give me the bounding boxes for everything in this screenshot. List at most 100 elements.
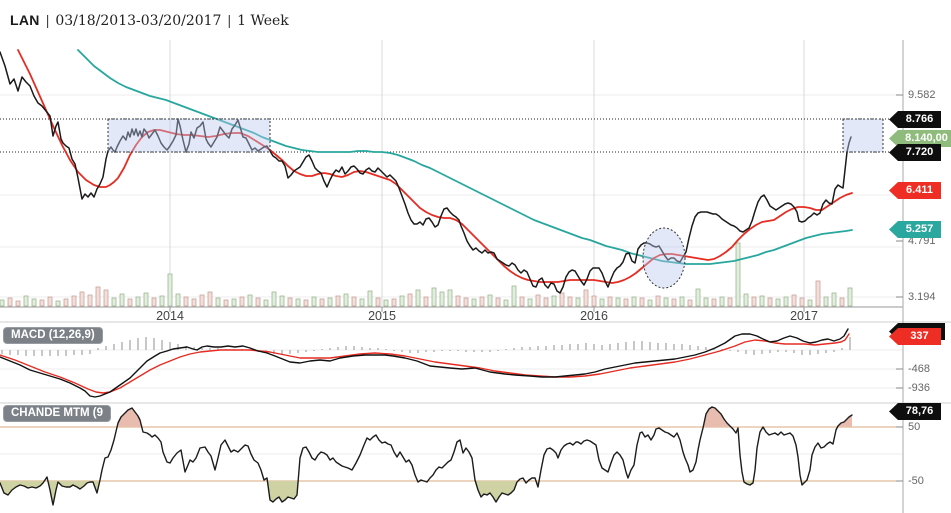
volume-bar	[471, 298, 477, 307]
volume-bar	[575, 297, 581, 307]
chande-overbought-fill	[703, 407, 731, 427]
volume-bar	[87, 294, 93, 307]
volume-bar	[559, 292, 565, 307]
volume-bar	[127, 298, 133, 307]
volume-bar	[0, 299, 5, 307]
volume-bar	[639, 297, 645, 307]
volume-bar	[711, 298, 717, 307]
volume-bar	[695, 288, 701, 307]
macd-tick-neg936: -936	[908, 382, 931, 394]
volume-bar	[847, 287, 853, 307]
chande-line	[0, 406, 853, 506]
ma-slow-badge: 5.257	[889, 221, 941, 238]
volume-bar	[247, 294, 253, 307]
volume-bar	[319, 298, 325, 307]
volume-bar	[303, 299, 309, 307]
volume-bar	[703, 297, 709, 307]
volume-bar	[111, 297, 117, 307]
volume-bar	[287, 297, 293, 307]
fast-ma-line	[17, 49, 853, 284]
level-badge-7720: 7.720	[889, 144, 941, 161]
volume-bar	[39, 299, 45, 307]
annotation-rectangle[interactable]	[842, 118, 884, 153]
volume-bar	[271, 291, 277, 307]
chande-indicator-badge[interactable]: CHANDE MTM (9	[3, 405, 111, 422]
volume-bar	[519, 296, 525, 307]
date-range-label: 03/18/2013-03/20/2017	[55, 13, 222, 29]
volume-bar	[239, 296, 245, 307]
volume-bar	[495, 297, 501, 307]
volume-bar	[23, 295, 29, 307]
volume-bar	[391, 298, 397, 307]
volume-bar	[487, 294, 493, 307]
volume-bar	[407, 293, 413, 307]
chande-oversold-fill	[475, 481, 518, 502]
chande-tick-neg50: -50	[908, 475, 924, 487]
annotation-ellipse[interactable]	[642, 227, 686, 289]
chart-header: LAN | 03/18/2013-03/20/2017 | 1 Week	[10, 12, 289, 29]
volume-bar	[199, 294, 205, 307]
volume-bar	[63, 298, 69, 307]
volume-bar	[783, 296, 789, 307]
volume-bar	[727, 297, 733, 307]
volume-bar	[591, 295, 597, 307]
symbol-label: LAN	[10, 12, 40, 28]
volume-bar	[151, 297, 157, 307]
macd-tick-neg468: -468	[908, 363, 931, 375]
volume-bar	[47, 296, 53, 307]
volume-bar	[399, 295, 405, 307]
volume-bar	[335, 295, 341, 307]
volume-bar	[807, 299, 813, 307]
chande-value-badge: 78,76	[889, 403, 941, 420]
macd-indicator-badge[interactable]: MACD (12,26,9)	[3, 327, 103, 344]
volume-bar	[743, 293, 749, 307]
volume-bar	[623, 298, 629, 307]
volume-bar	[15, 300, 21, 307]
separator: |	[45, 12, 50, 28]
volume-bar	[503, 299, 509, 307]
volume-bar	[183, 296, 189, 307]
volume-bar	[279, 295, 285, 307]
volume-bar	[735, 242, 741, 307]
volume-bar	[431, 287, 437, 307]
volume-bar	[647, 299, 653, 307]
volume-bar	[535, 294, 541, 307]
macd-value-badge: 337	[889, 328, 941, 345]
volume-bar	[31, 298, 37, 307]
chande-oversold-fill	[0, 481, 45, 495]
volume-bar	[119, 293, 125, 307]
volume-bar	[215, 297, 221, 307]
volume-bar	[327, 297, 333, 307]
year-label-2015: 2015	[368, 309, 396, 323]
volume-bar	[631, 296, 637, 307]
last-price-badge: 8.140,00	[889, 130, 951, 147]
volume-bar	[175, 293, 181, 307]
timeframe-label: 1 Week	[237, 13, 289, 29]
price-tick-9582: 9.582	[908, 89, 936, 101]
volume-bar	[191, 298, 197, 307]
volume-bar	[143, 292, 149, 307]
price-line	[0, 51, 852, 294]
slow-ma-line	[77, 49, 853, 265]
volume-bar	[295, 298, 301, 307]
volume-bar	[791, 294, 797, 307]
volume-bar	[815, 280, 821, 307]
volume-bar	[7, 297, 13, 307]
volume-bar	[599, 298, 605, 307]
year-label-2014: 2014	[156, 309, 184, 323]
volume-bar	[95, 286, 101, 307]
volume-bar	[79, 291, 85, 307]
volume-bar	[607, 296, 613, 307]
volume-bar	[207, 291, 213, 307]
volume-bar	[311, 296, 317, 307]
chande-oversold-fill	[267, 481, 299, 502]
volume-bar	[351, 296, 357, 307]
volume-bar	[775, 298, 781, 307]
volume-bar	[751, 296, 757, 307]
ma-fast-badge: 6.411	[889, 182, 941, 199]
annotation-rectangle[interactable]	[107, 118, 271, 153]
volume-bar	[167, 273, 173, 307]
macd-signal-line	[0, 333, 850, 394]
